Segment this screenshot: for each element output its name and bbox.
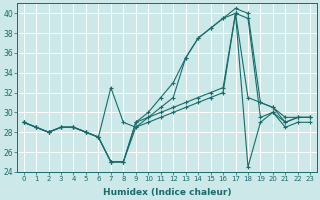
X-axis label: Humidex (Indice chaleur): Humidex (Indice chaleur) [103, 188, 231, 197]
